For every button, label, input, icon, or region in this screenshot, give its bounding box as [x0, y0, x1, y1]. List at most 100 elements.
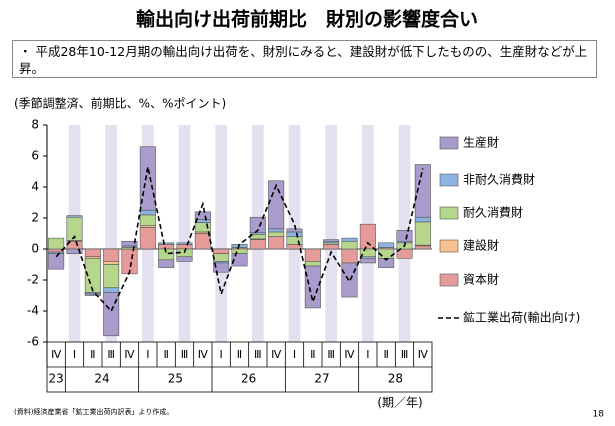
x-tick-label: Ⅱ — [237, 348, 242, 361]
x-tick-label: Ⅳ — [418, 348, 429, 361]
x-tick-label: Ⅰ — [146, 348, 149, 361]
bar-segment — [158, 244, 175, 250]
x-tick-label: Ⅰ — [366, 348, 369, 361]
bar-segment — [378, 248, 395, 259]
x-tick-label: Ⅳ — [198, 348, 209, 361]
bar-segment — [158, 259, 175, 268]
stripe — [105, 125, 118, 342]
bar-segment — [414, 221, 431, 246]
x-tick-label: Ⅳ — [344, 348, 355, 361]
x-tick-label: Ⅲ — [181, 348, 189, 361]
year-label: 26 — [241, 372, 256, 386]
stripe — [325, 125, 338, 342]
bar-segment — [304, 248, 321, 262]
y-tick-label: -2 — [27, 273, 39, 287]
bar-segment — [414, 245, 431, 250]
legend-swatch — [439, 273, 459, 287]
y-tick-label: -4 — [27, 304, 39, 318]
line — [55, 166, 424, 313]
year-label: 23 — [49, 372, 64, 386]
legend-swatch — [439, 206, 459, 220]
x-tick-label: Ⅲ — [254, 348, 262, 361]
y-tick-label: 6 — [31, 149, 39, 163]
legend-swatch — [439, 239, 459, 253]
bar-segment — [194, 233, 211, 250]
x-tick-label: Ⅰ — [220, 348, 223, 361]
bar-segment — [194, 211, 211, 220]
legend-swatch — [439, 173, 459, 187]
bar-segment — [323, 239, 340, 242]
bar-segment — [414, 164, 431, 218]
bar-segment — [139, 146, 156, 211]
bar-segment — [66, 215, 83, 218]
bar-segment — [176, 242, 193, 245]
y-tick-label: 4 — [31, 180, 39, 194]
bar-segment — [176, 244, 193, 250]
title: 輸出向け出荷前期比 財別の影響度合い — [136, 8, 478, 31]
bar-segment — [414, 216, 431, 223]
bar-segment — [103, 261, 120, 265]
x-tick-label: Ⅰ — [73, 348, 76, 361]
bar-segment — [249, 216, 266, 234]
bar-segment — [323, 244, 340, 250]
bar-segment — [268, 231, 285, 237]
stripe — [178, 125, 191, 342]
bar-segment — [359, 257, 376, 264]
bar-segment — [396, 230, 413, 242]
source: (資料)経済産業省「鉱工業出荷内訳表」より作成。 — [14, 407, 173, 416]
legend-label: 鉱工業出荷(輸出向け) — [463, 310, 580, 325]
x-tick-label: Ⅳ — [271, 348, 282, 361]
bar-segment — [66, 248, 83, 254]
bar-segment — [286, 231, 303, 237]
x-tick-label: Ⅱ — [383, 348, 388, 361]
bar-segment — [213, 262, 230, 273]
bar-segment — [84, 293, 101, 296]
year-label: 27 — [314, 372, 329, 386]
y-tick-label: 0 — [31, 242, 39, 256]
bar-segment — [48, 237, 65, 250]
year-label: 28 — [388, 372, 403, 386]
bar-segment — [341, 240, 358, 250]
year-label: 24 — [94, 372, 109, 386]
bar-segment — [231, 253, 248, 267]
bar-segment — [268, 236, 285, 250]
bar-segment — [103, 287, 120, 293]
x-tick-label: Ⅳ — [51, 348, 62, 361]
legend-label: 建設財 — [463, 238, 499, 253]
bar-segment — [158, 242, 175, 245]
bar-segment — [359, 223, 376, 250]
bar-segment — [121, 240, 138, 247]
y-label: (季節調整済、前期比、%、%ポイント) — [14, 96, 226, 111]
bar-segment — [268, 180, 285, 230]
bar-segment — [103, 248, 120, 262]
bar-segment — [249, 239, 266, 250]
bar-segment — [304, 261, 321, 267]
y-tick-label: 8 — [31, 118, 39, 132]
x-tick-label: Ⅱ — [163, 348, 168, 361]
legend-label: 非耐久消費財 — [463, 172, 535, 187]
x-tick-label: Ⅳ — [124, 348, 135, 361]
bar-segment — [213, 253, 230, 262]
bullet-text: ・ 平成28年10-12月期の輸出向け出荷を、財別にみると、建設財が低下したもの… — [12, 40, 597, 78]
bar-segment — [304, 265, 321, 309]
bar-segment — [231, 248, 248, 254]
x-tick-label: Ⅲ — [107, 348, 115, 361]
bar-segment — [341, 262, 358, 298]
x-tick-label: Ⅰ — [293, 348, 296, 361]
y-tick-label: -6 — [27, 335, 39, 349]
bar-segment — [286, 228, 303, 233]
y-tick-label: 2 — [31, 211, 39, 225]
bar-segment — [139, 227, 156, 250]
bar-segment — [341, 248, 358, 264]
bar-segment — [378, 257, 395, 268]
x-tick-label: Ⅱ — [90, 348, 95, 361]
bar-segment — [378, 242, 395, 248]
x-tick-label: Ⅱ — [310, 348, 315, 361]
bar-segment — [103, 264, 120, 289]
legend-swatch — [439, 136, 459, 150]
bar-segment — [213, 248, 230, 254]
year-label: 25 — [168, 372, 183, 386]
bar-segment — [341, 237, 358, 242]
